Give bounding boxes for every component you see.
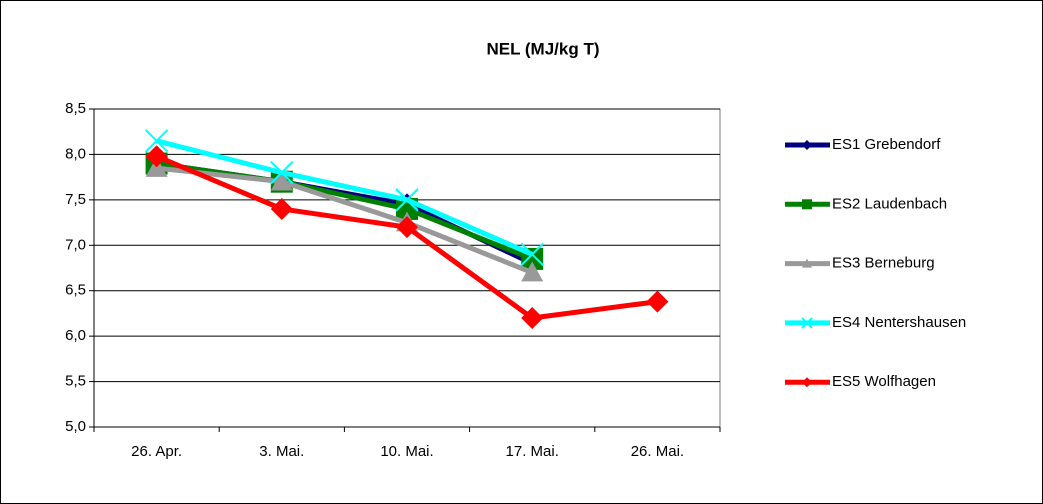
y-tick-label: 5,5 <box>65 373 86 390</box>
series-line <box>155 138 534 257</box>
marker <box>521 306 544 329</box>
x-tick-label: 26. Mai. <box>631 443 684 460</box>
y-tick-label: 5,0 <box>65 418 86 435</box>
marker <box>395 188 419 212</box>
x-tick-label: 17. Mai. <box>506 443 559 460</box>
marker <box>520 242 544 267</box>
y-tick-label: 6,5 <box>65 282 86 299</box>
marker <box>396 216 418 239</box>
x-tick-label: 3. Mai. <box>259 443 304 460</box>
y-tick-label: 8,0 <box>65 145 86 162</box>
legend-label: ES1 Grebendorf <box>832 136 941 153</box>
x-tick-label: 26. Apr. <box>131 443 182 460</box>
legend-label: ES4 Nentershausen <box>832 314 966 331</box>
series-line <box>156 165 534 275</box>
legend-label: ES3 Berneburg <box>832 255 935 272</box>
y-tick-label: 7,0 <box>65 236 86 253</box>
marker <box>802 258 812 268</box>
x-tick-label: 10. Mai. <box>380 443 433 460</box>
chart-title: NEL (MJ/kg T) <box>486 39 599 58</box>
marker <box>802 377 812 388</box>
marker <box>270 160 294 185</box>
plot-area <box>93 108 721 428</box>
marker <box>270 197 293 220</box>
legend-label: ES5 Wolfhagen <box>832 373 936 390</box>
y-tick-label: 7,5 <box>65 191 86 208</box>
marker <box>521 261 544 282</box>
marker <box>801 317 813 329</box>
marker <box>144 129 169 153</box>
marker <box>145 145 168 168</box>
marker <box>646 290 669 313</box>
marker <box>802 199 812 210</box>
legend-label: ES2 Laudenbach <box>832 195 947 212</box>
y-tick-label: 6,0 <box>65 327 86 344</box>
marker <box>802 140 812 150</box>
marker <box>270 170 293 191</box>
y-tick-label: 8,5 <box>65 100 86 117</box>
